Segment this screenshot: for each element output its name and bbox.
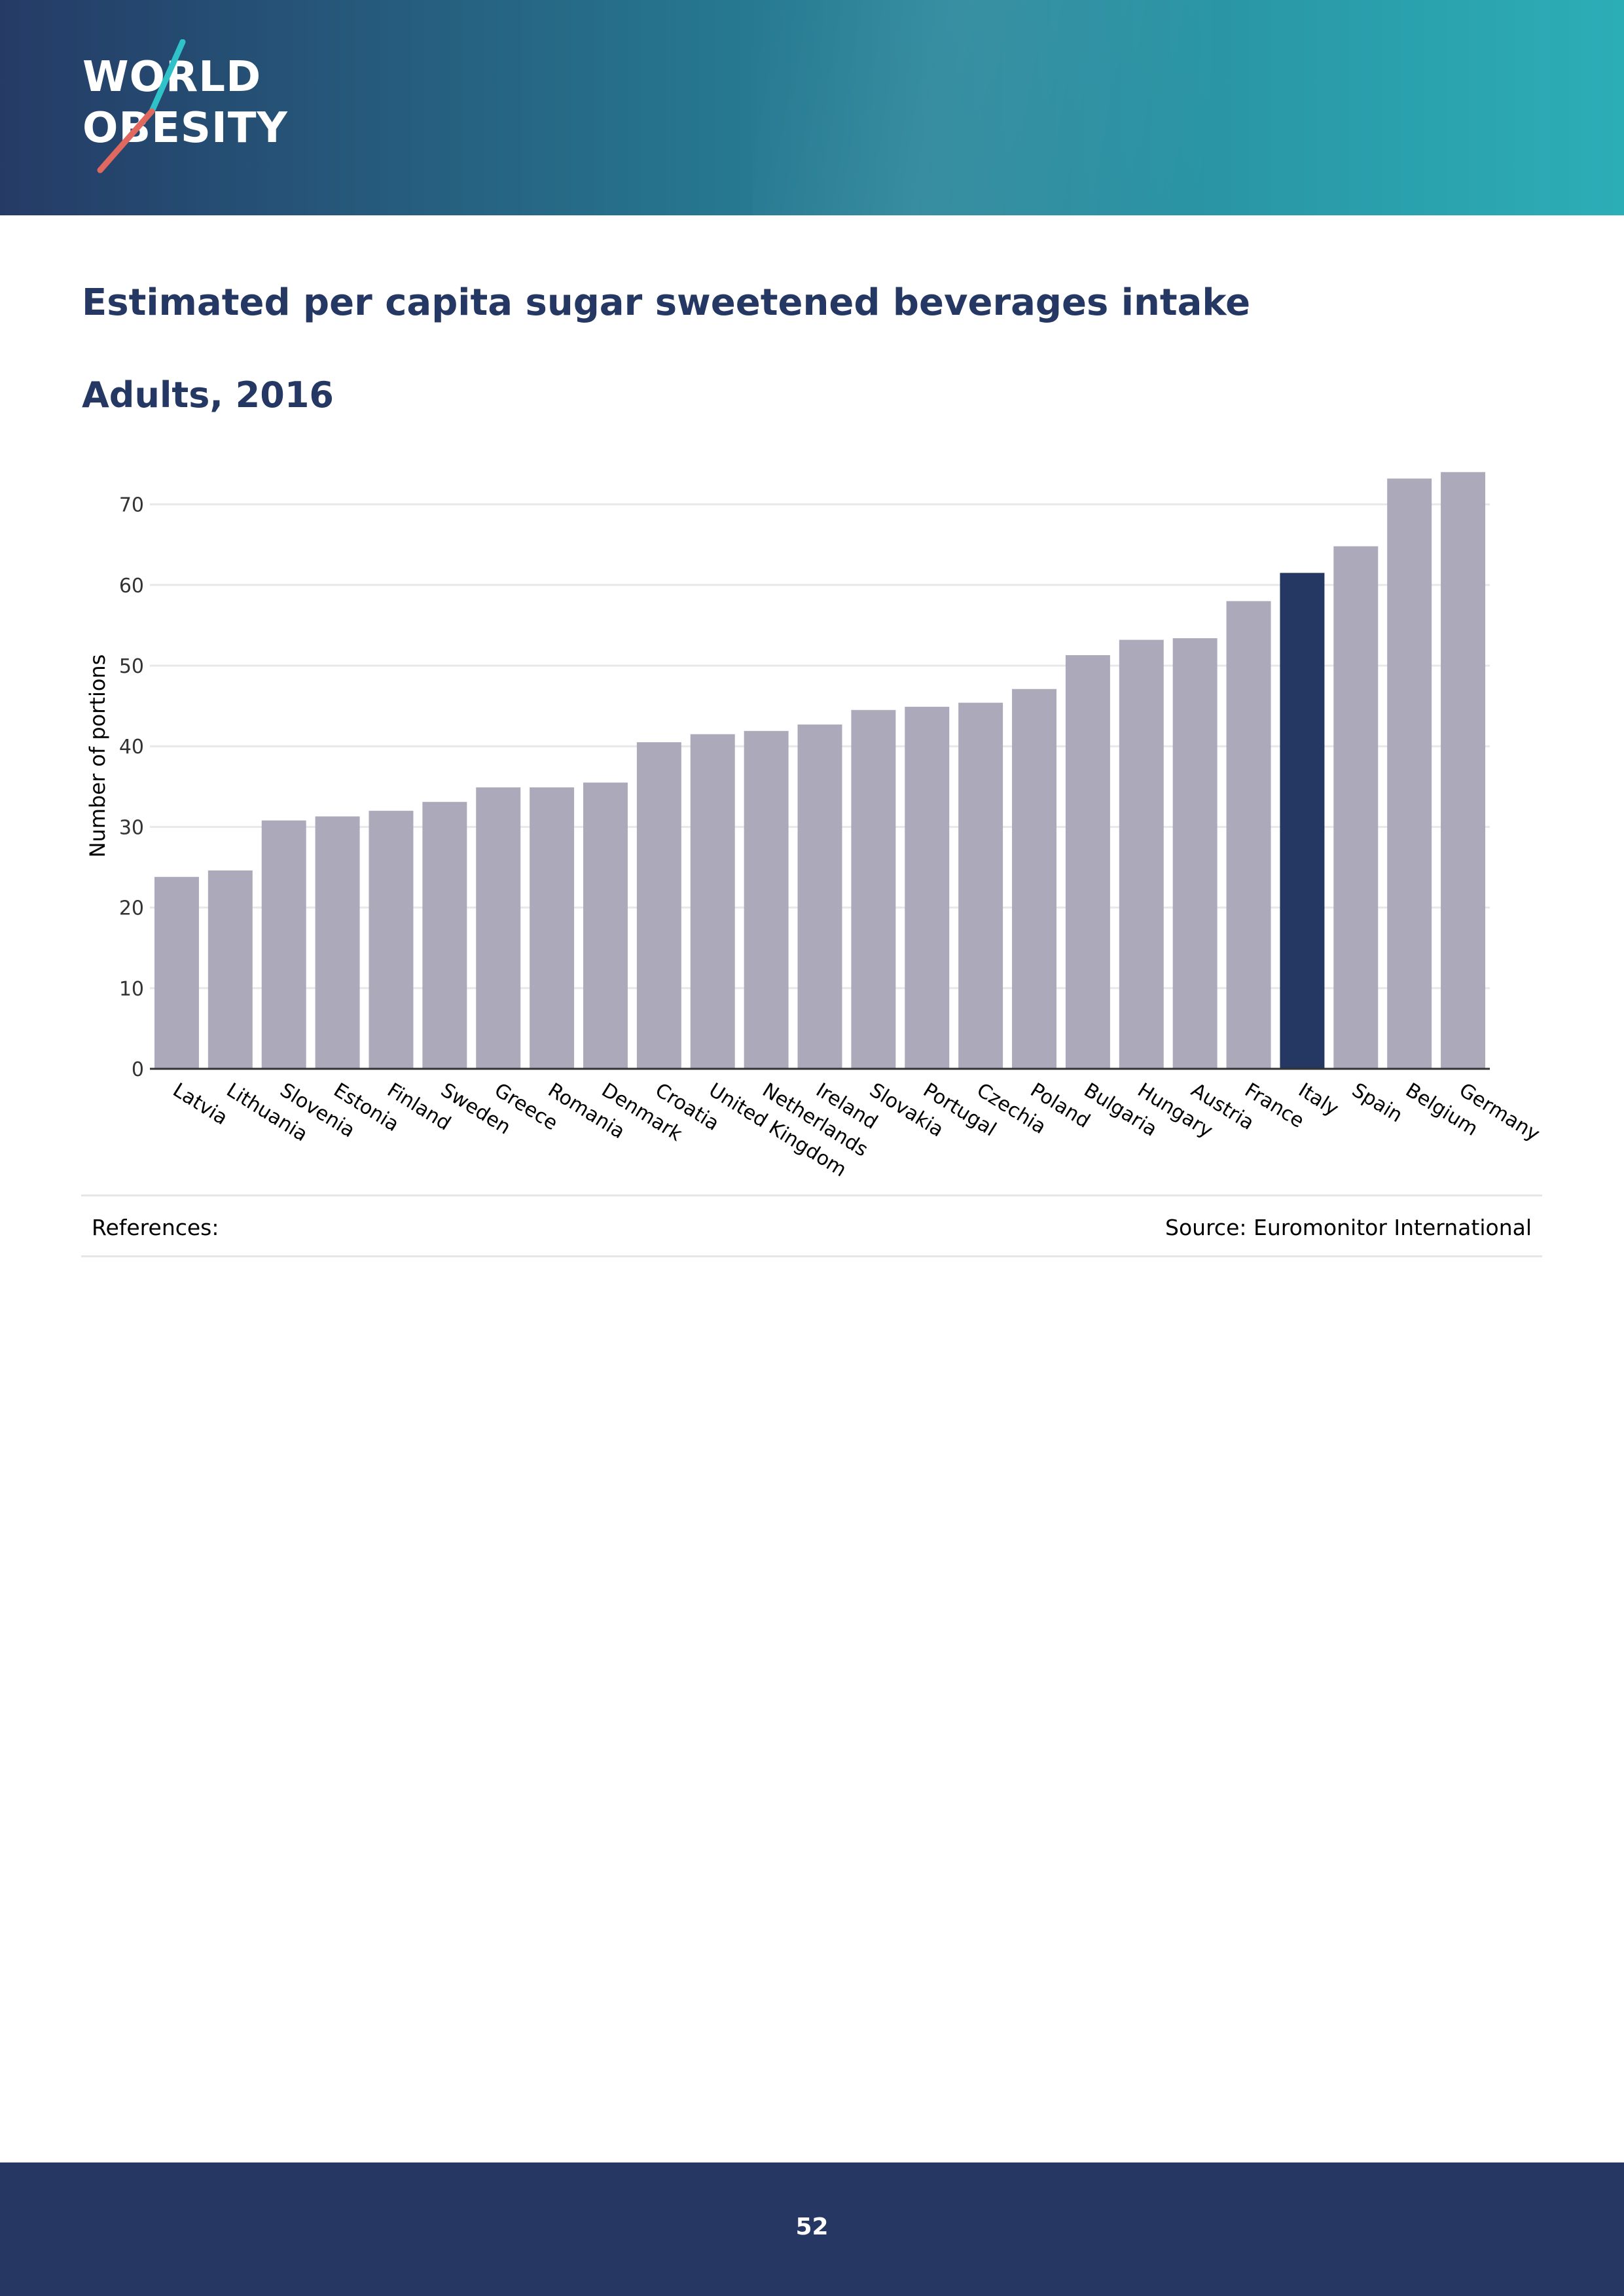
y-tick-label-30: 30 bbox=[119, 816, 144, 839]
bar-bulgaria bbox=[1065, 655, 1110, 1069]
x-tick-label-latvia: Latvia bbox=[169, 1079, 232, 1130]
bar-czechia bbox=[958, 702, 1003, 1069]
page-header: WORLD OBESITY bbox=[0, 0, 1624, 215]
logo-slash-icon bbox=[97, 39, 186, 173]
y-tick-label-20: 20 bbox=[119, 897, 144, 920]
bar-italy bbox=[1280, 573, 1325, 1069]
bar-lithuania bbox=[208, 870, 253, 1069]
bar-spain bbox=[1333, 546, 1379, 1069]
bar-portugal bbox=[905, 706, 950, 1069]
bar-slovenia bbox=[261, 820, 306, 1069]
page-title: Estimated per capita sugar sweetened bev… bbox=[82, 281, 1251, 324]
bar-sweden bbox=[422, 802, 467, 1069]
references-bar: References: Source: Euromonitor Internat… bbox=[81, 1194, 1542, 1257]
bar-denmark bbox=[583, 782, 628, 1069]
header-sheen bbox=[753, 0, 1211, 215]
y-tick-label-60: 60 bbox=[119, 575, 144, 598]
y-tick-label-40: 40 bbox=[119, 736, 144, 759]
bar-united-kingdom bbox=[690, 734, 735, 1069]
page-footer: 52 bbox=[0, 2162, 1624, 2296]
bar-slovakia bbox=[851, 709, 896, 1069]
y-tick-label-10: 10 bbox=[119, 978, 144, 1001]
bar-france bbox=[1226, 601, 1271, 1069]
logo-word-obesity: OBESITY bbox=[82, 104, 288, 152]
bar-germany bbox=[1441, 472, 1486, 1069]
references-label: References: bbox=[92, 1215, 219, 1240]
bar-austria bbox=[1172, 638, 1218, 1069]
bar-ireland bbox=[797, 724, 842, 1069]
bar-latvia bbox=[154, 876, 199, 1069]
bar-croatia bbox=[636, 742, 681, 1069]
y-axis-title: Number of portions bbox=[85, 655, 110, 858]
bar-hungary bbox=[1119, 639, 1164, 1069]
bar-romania bbox=[530, 787, 575, 1069]
bar-finland bbox=[369, 810, 414, 1069]
bar-belgium bbox=[1387, 478, 1432, 1069]
page-subtitle: Adults, 2016 bbox=[82, 374, 334, 416]
bar-netherlands bbox=[744, 730, 789, 1069]
bar-greece bbox=[476, 787, 521, 1069]
x-tick-label-spain: Spain bbox=[1348, 1079, 1407, 1127]
y-tick-label-50: 50 bbox=[119, 655, 144, 678]
y-tick-label-0: 0 bbox=[132, 1058, 144, 1081]
page-number: 52 bbox=[795, 2214, 829, 2240]
bar-poland bbox=[1012, 689, 1057, 1069]
bar-estonia bbox=[315, 816, 360, 1069]
y-tick-label-70: 70 bbox=[119, 494, 144, 517]
world-obesity-logo: WORLD OBESITY bbox=[80, 39, 329, 177]
source-label: Source: Euromonitor International bbox=[1165, 1215, 1532, 1240]
